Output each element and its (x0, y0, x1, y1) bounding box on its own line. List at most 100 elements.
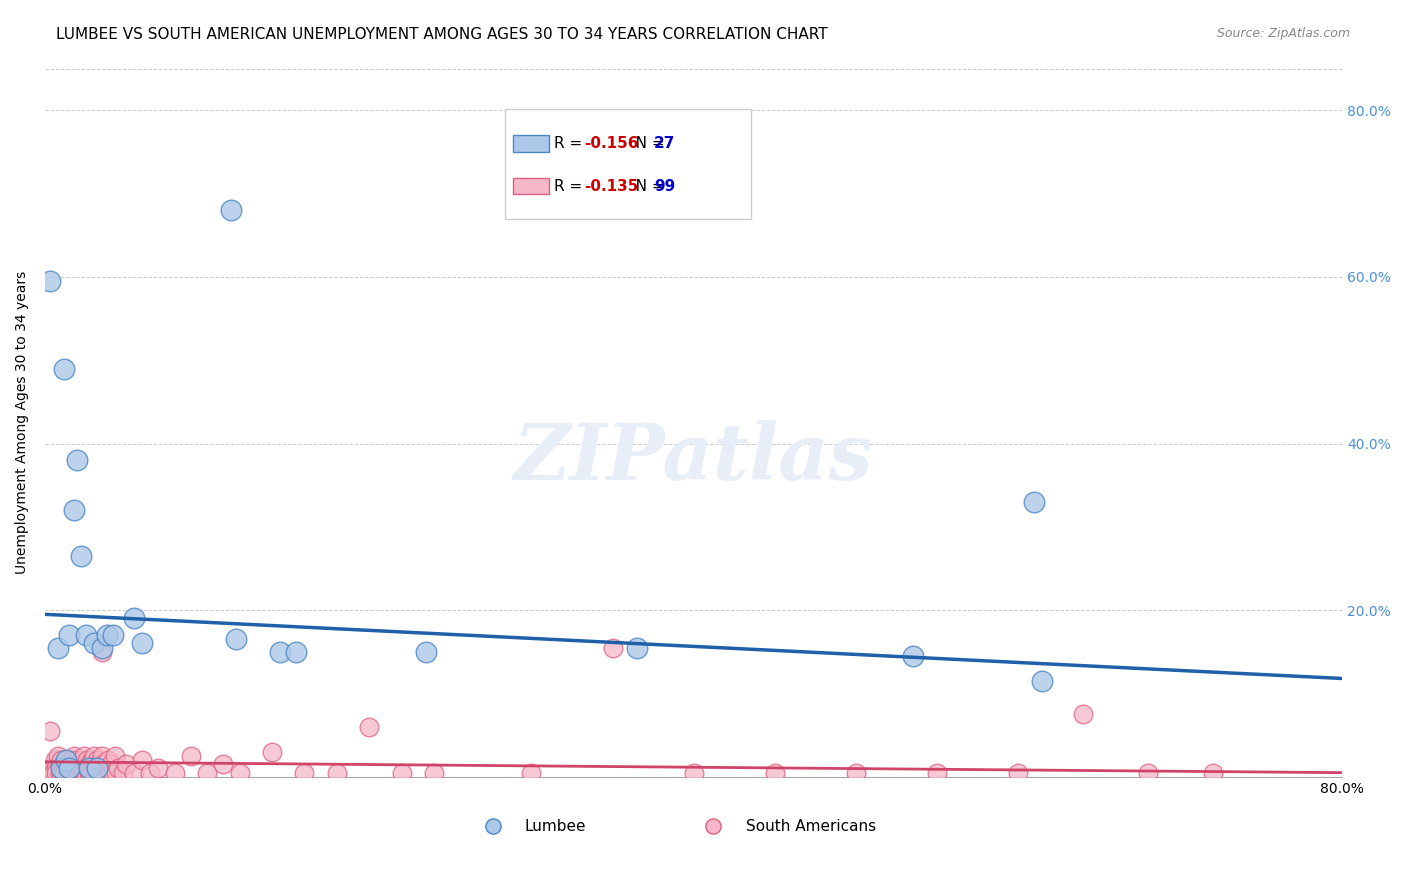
Point (94, 765, 117, 780)
Point (111, 765, 134, 780)
Point (93, 757, 115, 772)
Point (93, 765, 115, 780)
Point (80, 753, 103, 767)
Point (62, 765, 84, 780)
Text: ZIPatlas: ZIPatlas (515, 420, 873, 496)
Point (260, 745, 283, 759)
Point (75, 765, 97, 780)
Point (101, 765, 124, 780)
Text: N =: N = (621, 136, 669, 151)
Point (53, 361, 76, 376)
Text: Source: ZipAtlas.com: Source: ZipAtlas.com (1216, 27, 1350, 40)
Point (98, 765, 121, 780)
Point (51, 762, 73, 776)
Point (97, 753, 120, 767)
Point (212, 757, 235, 772)
Point (65, 765, 87, 780)
Point (76, 762, 98, 776)
Point (79, 765, 101, 780)
Point (107, 762, 129, 776)
Point (83, 636, 105, 650)
Point (285, 645, 308, 659)
Point (72, 765, 94, 780)
Point (845, 765, 868, 780)
Point (53, 757, 76, 772)
Point (73, 749, 96, 764)
Point (122, 611, 145, 625)
Point (87, 765, 110, 780)
Point (80, 765, 103, 780)
Point (228, 765, 250, 780)
Point (55, 753, 77, 767)
Point (104, 749, 127, 764)
Point (56, 757, 79, 772)
Point (66, 453, 89, 467)
Point (593, 828, 616, 842)
Point (1031, 673, 1053, 688)
Point (59, 753, 82, 767)
Text: Lumbee: Lumbee (524, 819, 586, 834)
Point (48, 757, 70, 772)
Point (520, 765, 543, 780)
Point (75, 628, 97, 642)
Point (1024, 495, 1046, 509)
Point (83, 757, 105, 772)
Point (58, 628, 80, 642)
Point (326, 765, 349, 780)
Point (84, 765, 107, 780)
Point (52, 762, 75, 776)
Point (67, 765, 90, 780)
Point (602, 640, 624, 655)
Point (86, 762, 108, 776)
Point (76, 753, 98, 767)
Text: R =: R = (554, 178, 586, 194)
Point (46, 640, 69, 655)
Point (901, 648, 924, 663)
Point (763, 765, 786, 780)
Point (55, 753, 77, 767)
Point (63, 762, 86, 776)
Point (65, 753, 87, 767)
Point (131, 753, 153, 767)
Point (90, 640, 112, 655)
Point (52, 765, 75, 780)
Point (77, 762, 100, 776)
Point (869, 828, 891, 842)
Point (83, 749, 105, 764)
Point (96, 762, 118, 776)
Text: -0.135: -0.135 (585, 178, 638, 194)
Point (96, 628, 118, 642)
Point (101, 628, 124, 642)
Point (42, 765, 65, 780)
Point (391, 765, 413, 780)
Point (51, 765, 73, 780)
Point (55, 762, 77, 776)
Point (626, 640, 648, 655)
Text: R =: R = (554, 136, 586, 151)
Point (63, 503, 86, 517)
Point (148, 762, 170, 776)
Point (269, 645, 291, 659)
Point (58, 762, 80, 776)
Point (51, 753, 73, 767)
Point (423, 765, 446, 780)
Point (86, 765, 108, 780)
Text: LUMBEE VS SOUTH AMERICAN UNEMPLOYMENT AMONG AGES 30 TO 34 YEARS CORRELATION CHAR: LUMBEE VS SOUTH AMERICAN UNEMPLOYMENT AM… (56, 27, 828, 42)
Point (105, 765, 128, 780)
Point (38, 723, 60, 738)
Point (122, 765, 145, 780)
Point (77, 757, 100, 772)
Point (115, 757, 138, 772)
Point (75, 757, 97, 772)
Point (67, 762, 90, 776)
Point (56, 765, 79, 780)
Point (415, 645, 437, 659)
Point (48, 765, 70, 780)
Point (66, 765, 89, 780)
Text: 99: 99 (654, 178, 675, 194)
Point (45, 765, 67, 780)
Point (38, 274, 60, 288)
Point (37, 765, 59, 780)
Point (139, 765, 162, 780)
Point (359, 720, 381, 734)
